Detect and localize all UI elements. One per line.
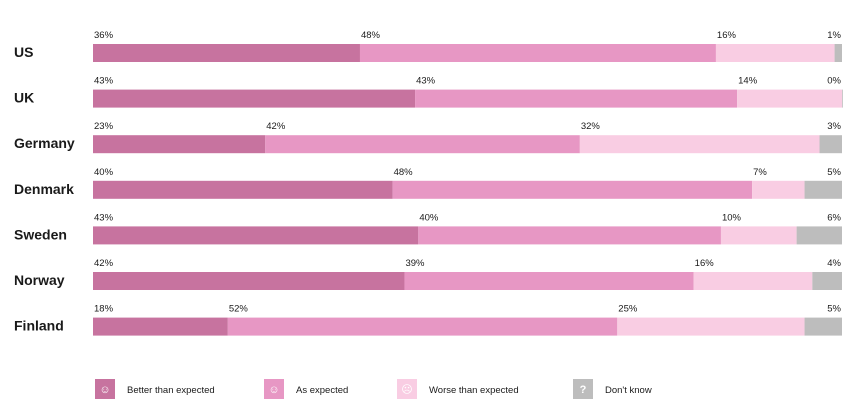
row-norway: Norway 42% 39% 16% 4% <box>14 258 842 290</box>
legend-label: As expected <box>296 385 348 396</box>
value-label-better: 23% <box>94 121 114 132</box>
value-label-dont_know: 5% <box>827 304 841 315</box>
bar-segment-worse <box>715 44 835 62</box>
value-label-worse: 16% <box>695 258 715 269</box>
bar-segment-as_expected <box>404 272 694 290</box>
bar-segment-worse <box>752 180 805 199</box>
row-denmark: Denmark 40% 48% 7% 5% <box>14 167 842 199</box>
value-label-as_expected: 48% <box>361 30 381 41</box>
bar-segment-better <box>93 135 266 154</box>
bar-segment-as_expected <box>418 226 721 245</box>
value-label-worse: 16% <box>717 30 737 41</box>
country-label: Finland <box>14 318 64 334</box>
row-us: US 36% 48% 16% 1% <box>14 30 842 62</box>
question-mark-icon: ? <box>580 384 587 396</box>
bar-segment-dont_know <box>819 135 842 154</box>
chart-rows: US 36% 48% 16% 1% UK 43% 43% 14% 0% Germany 23% 42% 3… <box>14 30 843 336</box>
legend-label: Worse than expected <box>429 385 519 396</box>
row-sweden: Sweden 43% 40% 10% 6% <box>14 212 842 245</box>
value-label-dont_know: 6% <box>827 212 841 223</box>
value-label-better: 40% <box>94 167 114 178</box>
value-label-as_expected: 39% <box>405 258 425 269</box>
value-label-dont_know: 0% <box>827 76 841 87</box>
bar-segment-as_expected <box>227 317 618 336</box>
value-label-as_expected: 48% <box>394 167 414 178</box>
bar-segment-better <box>93 180 393 199</box>
bar-segment-better <box>93 272 405 290</box>
country-label: UK <box>14 90 34 106</box>
country-label: Sweden <box>14 226 67 242</box>
value-label-as_expected: 43% <box>416 76 436 87</box>
value-label-dont_know: 4% <box>827 258 841 269</box>
bar-segment-dont_know <box>796 226 842 245</box>
value-label-dont_know: 5% <box>827 167 841 178</box>
legend-label: Don't know <box>605 385 652 396</box>
bar-segment-as_expected <box>392 180 753 199</box>
country-label: Norway <box>14 272 65 288</box>
bar-segment-worse <box>617 317 805 336</box>
value-label-better: 36% <box>94 30 114 41</box>
row-uk: UK 43% 43% 14% 0% <box>14 76 843 108</box>
legend-item-worse: ☹ Worse than expected <box>397 379 519 399</box>
value-label-worse: 32% <box>581 121 601 132</box>
value-label-better: 18% <box>94 304 114 315</box>
value-label-worse: 14% <box>738 76 758 87</box>
frown-icon: ☹ <box>401 384 412 396</box>
legend-item-better: ☺ Better than expected <box>95 379 215 399</box>
bar-segment-dont_know <box>804 180 842 199</box>
value-label-dont_know: 1% <box>827 30 841 41</box>
bar-segment-worse <box>737 89 842 108</box>
bar-segment-better <box>93 89 416 108</box>
value-label-better: 43% <box>94 76 114 87</box>
value-label-as_expected: 52% <box>229 304 249 315</box>
bar-segment-worse <box>720 226 797 245</box>
bar-segment-worse <box>693 272 813 290</box>
value-label-worse: 10% <box>722 212 742 223</box>
smiley-icon: ☺ <box>99 384 110 396</box>
country-label: US <box>14 44 33 60</box>
value-label-worse: 25% <box>618 304 638 315</box>
legend-item-as_expected: ☺ As expected <box>264 379 348 399</box>
legend-item-dont_know: ? Don't know <box>573 379 652 399</box>
country-label: Denmark <box>14 181 74 197</box>
bar-segment-as_expected <box>415 89 738 108</box>
bar-segment-dont_know <box>834 44 842 62</box>
legend-swatch <box>95 379 115 399</box>
bar-segment-as_expected <box>359 44 716 62</box>
bar-segment-better <box>93 317 228 336</box>
bar-segment-better <box>93 44 360 62</box>
value-label-better: 43% <box>94 212 114 223</box>
legend-swatch <box>573 379 593 399</box>
value-label-worse: 7% <box>753 167 767 178</box>
value-label-dont_know: 3% <box>827 121 841 132</box>
value-label-as_expected: 42% <box>266 121 286 132</box>
legend-label: Better than expected <box>127 385 215 396</box>
bar-segment-as_expected <box>265 135 580 154</box>
row-germany: Germany 23% 42% 32% 3% <box>14 121 842 154</box>
neutral-face-icon: ☺ <box>268 384 279 396</box>
value-label-better: 42% <box>94 258 114 269</box>
row-finland: Finland 18% 52% 25% 5% <box>14 304 842 336</box>
legend: ☺ Better than expected ☺ As expected ☹ Worse … <box>95 379 652 399</box>
bar-segment-better <box>93 226 419 245</box>
country-label: Germany <box>14 135 75 151</box>
bar-segment-dont_know <box>804 317 842 336</box>
bar-segment-worse <box>579 135 820 154</box>
bar-segment-dont_know <box>842 89 843 108</box>
legend-swatch <box>264 379 284 399</box>
legend-swatch <box>397 379 417 399</box>
value-label-as_expected: 40% <box>419 212 439 223</box>
bar-segment-dont_know <box>812 272 842 290</box>
